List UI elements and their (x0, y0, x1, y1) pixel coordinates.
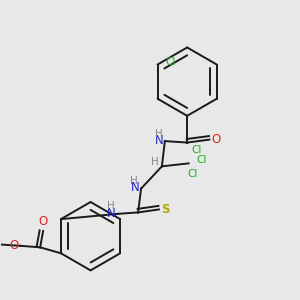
Text: H: H (155, 129, 163, 139)
Text: S: S (161, 203, 170, 216)
Text: O: O (38, 215, 48, 228)
Text: H: H (130, 176, 137, 186)
Text: Cl: Cl (196, 155, 206, 165)
Text: Cl: Cl (165, 57, 175, 67)
Text: N: N (107, 206, 116, 220)
Text: N: N (154, 134, 164, 147)
Text: Cl: Cl (187, 169, 197, 179)
Text: O: O (212, 133, 221, 146)
Text: H: H (151, 157, 159, 167)
Text: N: N (131, 181, 140, 194)
Text: O: O (9, 239, 19, 252)
Text: Cl: Cl (192, 145, 202, 155)
Text: H: H (107, 201, 115, 211)
